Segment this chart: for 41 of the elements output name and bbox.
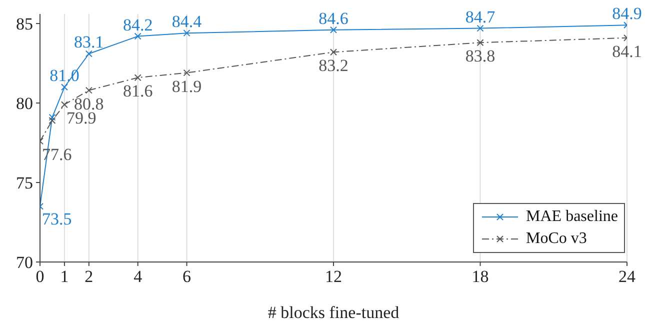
point — [48, 117, 56, 124]
data-label: 83.1 — [74, 32, 104, 52]
x-tick-label: 6 — [182, 267, 191, 286]
x-tick-label: 1 — [60, 267, 69, 286]
data-label: 83.2 — [318, 56, 348, 76]
data-label: 84.7 — [465, 7, 496, 26]
y-tick-label: 75 — [16, 174, 33, 193]
data-label: 81.6 — [122, 82, 153, 101]
data-label: 84.9 — [612, 4, 642, 24]
point — [48, 114, 56, 121]
point — [85, 50, 92, 58]
data-label: 84.1 — [612, 42, 642, 61]
y-tick-label: 70 — [16, 253, 33, 272]
x-tick-label: 2 — [84, 267, 94, 286]
point — [134, 32, 142, 40]
point — [134, 74, 142, 82]
point — [330, 48, 337, 56]
x-tick-label: 0 — [36, 267, 44, 286]
point — [476, 39, 484, 46]
point — [476, 24, 484, 32]
y-tick-label: 80 — [16, 94, 33, 114]
x-tick-label: 4 — [134, 267, 143, 286]
legend-label: MAE baseline — [525, 207, 618, 227]
x-axis-title: # blocks fine-tuned — [268, 303, 400, 322]
point — [183, 69, 190, 76]
legend-label: MoCo v3 — [525, 229, 588, 249]
point — [85, 86, 92, 94]
x-tick-label: 18 — [472, 267, 489, 286]
data-label: 84.2 — [122, 15, 153, 34]
point — [60, 101, 68, 108]
data-label: 73.5 — [42, 209, 72, 228]
data-label: 81.9 — [172, 76, 202, 96]
x-tick-label: 24 — [618, 267, 636, 286]
point — [330, 26, 337, 34]
x-tick-label: 12 — [325, 267, 342, 286]
data-label: 84.4 — [172, 12, 202, 32]
data-label: 84.6 — [318, 8, 348, 28]
data-label: 83.8 — [465, 46, 496, 66]
point — [183, 30, 190, 37]
point — [60, 84, 68, 91]
y-tick-label: 85 — [16, 14, 33, 34]
